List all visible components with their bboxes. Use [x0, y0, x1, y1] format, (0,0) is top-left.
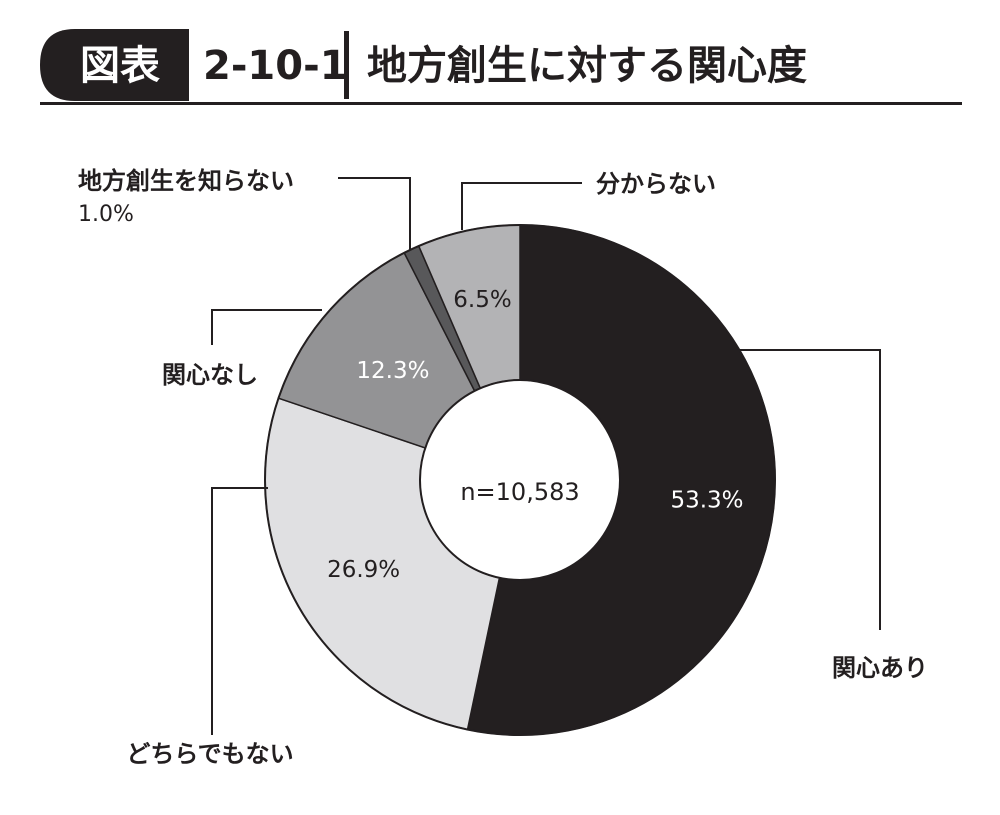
slice-percent-label: 53.3% [670, 487, 743, 513]
donut-slices [264, 224, 776, 736]
slice-percent-label: 26.9% [327, 557, 400, 583]
figure-header: 図表 2-10-1 地方創生に対する関心度 [40, 29, 962, 105]
category-label-shiranai: 地方創生を知らない [78, 167, 294, 195]
donut-outer-outline [264, 224, 776, 736]
header-rule [40, 102, 962, 105]
slice-percent-label: 12.3% [356, 358, 429, 384]
donut-hole [419, 379, 621, 581]
figure-badge [40, 29, 189, 101]
leader-line-shiranai [338, 177, 411, 250]
category-label-kanshin-ari: 関心あり [832, 654, 928, 682]
title-divider [344, 31, 349, 99]
figure-number: 2-10-1 [203, 43, 348, 89]
percent-labels: 53.3% 26.9% 12.3% 6.5% [327, 287, 743, 583]
leader-line-dochiramo [211, 487, 268, 735]
category-label-wakaranai: 分からない [596, 170, 716, 198]
category-label-dochiramo: どちらでもない [126, 740, 293, 768]
figure-badge-text: 図表 [80, 43, 160, 89]
leader-lines [211, 177, 881, 735]
center-label: n=10,583 [460, 478, 579, 506]
leader-line-kanshin-ari [740, 349, 881, 630]
slice-percent-label: 6.5% [453, 287, 511, 313]
category-label-kanshin-nashi: 関心なし [162, 361, 258, 389]
category-value-shiranai: 1.0% [78, 202, 134, 227]
figure-title: 地方創生に対する関心度 [367, 43, 807, 89]
leader-line-wakaranai [461, 182, 582, 230]
leader-line-kanshin-nashi [211, 309, 322, 345]
